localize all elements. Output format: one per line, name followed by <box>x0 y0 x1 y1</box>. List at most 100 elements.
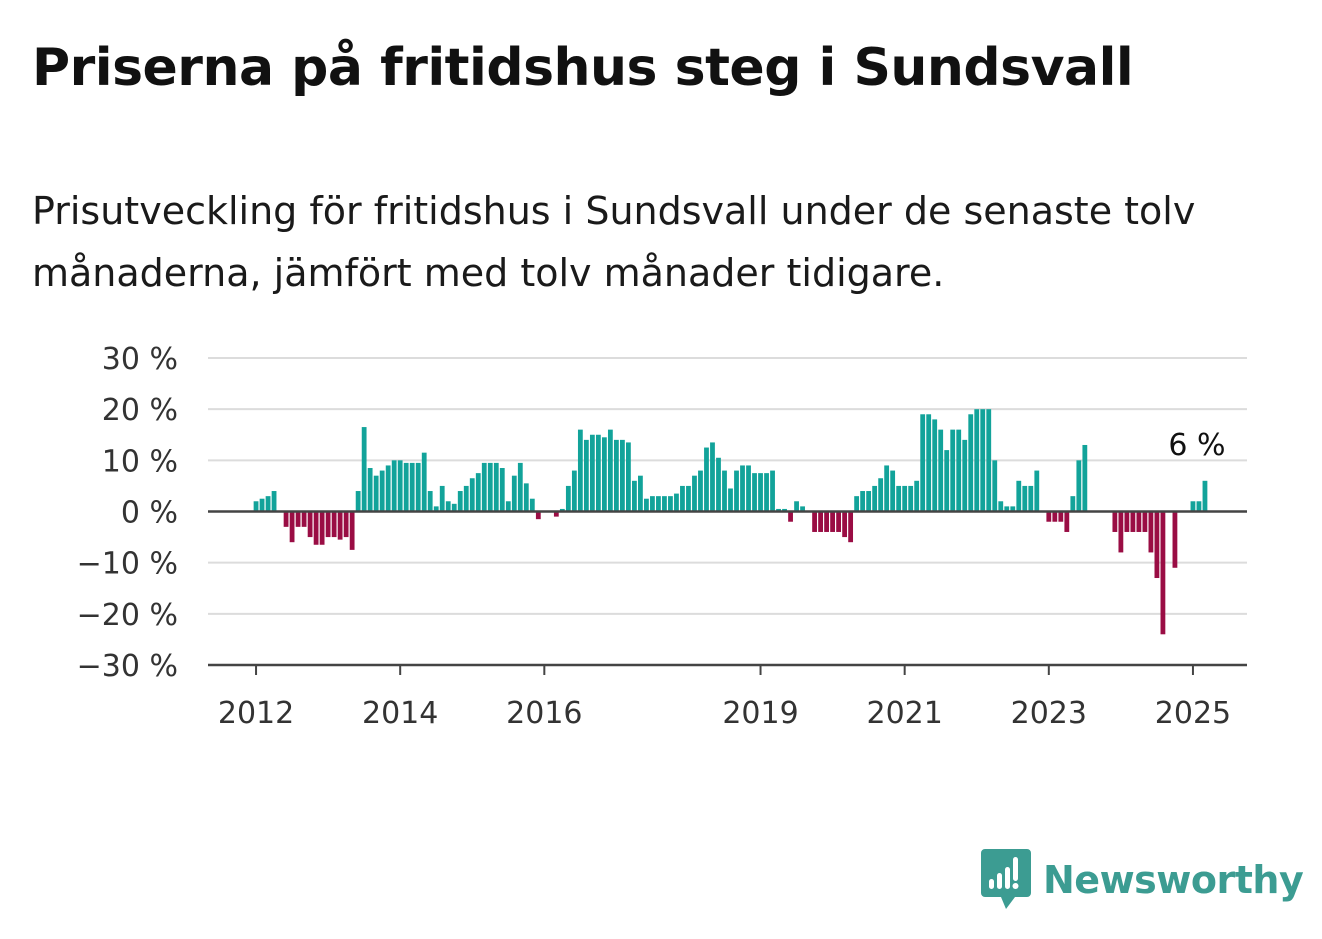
bar <box>1142 511 1148 532</box>
x-tick-label: 2023 <box>1011 696 1087 731</box>
bar <box>1022 485 1028 512</box>
bar <box>577 429 583 512</box>
y-tick-label: 0 % <box>121 496 178 531</box>
bar <box>836 511 841 532</box>
bar-chart: 30 %20 %10 %0 %−10 %−20 %−30 % 2012 2014 2… <box>77 342 1247 731</box>
bar <box>626 442 631 512</box>
bar <box>1064 511 1070 532</box>
bar <box>1130 511 1136 532</box>
bar <box>668 496 673 512</box>
bar <box>986 409 992 512</box>
bar <box>746 465 751 512</box>
bar <box>421 452 427 512</box>
bar <box>896 485 902 512</box>
bar <box>1076 460 1082 512</box>
bar <box>565 485 571 512</box>
bar <box>950 429 956 512</box>
bar <box>1196 501 1202 512</box>
bar <box>295 511 301 527</box>
bar <box>914 480 920 512</box>
bar <box>433 506 439 512</box>
bar <box>361 427 367 512</box>
bar <box>962 439 968 512</box>
bar <box>475 473 481 512</box>
bar <box>656 496 661 512</box>
bar <box>355 491 361 512</box>
bar <box>403 462 409 512</box>
bar <box>1016 480 1022 512</box>
bar <box>493 462 499 512</box>
bar <box>1046 511 1052 522</box>
bar <box>734 470 739 512</box>
bar <box>770 470 775 512</box>
bar <box>866 491 872 512</box>
bar <box>559 508 565 512</box>
bar <box>662 496 667 512</box>
newsworthy-logo-icon <box>981 849 1031 909</box>
bar <box>956 429 962 512</box>
bar <box>283 511 289 527</box>
x-tick-label: 2019 <box>722 696 798 731</box>
x-tick-label: 2025 <box>1155 696 1231 731</box>
x-tick-label: 2014 <box>362 696 438 731</box>
bar <box>607 429 613 512</box>
bar <box>1190 501 1196 512</box>
bar <box>373 475 379 512</box>
bar <box>535 511 541 520</box>
bar <box>427 491 433 512</box>
chart-title: Priserna på fritidshus steg i Sundsvall <box>32 38 1134 98</box>
bar <box>583 439 589 512</box>
bar <box>1202 480 1208 512</box>
bar <box>728 488 733 512</box>
bar <box>932 419 938 512</box>
bar <box>854 496 860 512</box>
bar <box>1148 511 1154 553</box>
y-tick-label: −10 % <box>77 547 178 582</box>
bar <box>980 409 986 512</box>
bar <box>944 450 950 512</box>
bar <box>824 511 829 532</box>
bar <box>758 473 763 512</box>
bar <box>842 511 848 538</box>
bar <box>499 468 505 512</box>
bar <box>379 470 385 512</box>
bar <box>343 511 349 538</box>
bar <box>253 501 259 512</box>
bar <box>1124 511 1130 532</box>
bar <box>301 511 307 527</box>
bar <box>1118 511 1124 553</box>
y-tick-label: 30 % <box>102 342 178 377</box>
bar <box>782 508 787 512</box>
bar <box>349 511 355 550</box>
bar <box>1052 511 1058 522</box>
bar <box>385 465 391 512</box>
bar <box>692 475 697 512</box>
bar <box>764 473 769 512</box>
bar <box>620 439 625 512</box>
bar <box>908 485 914 512</box>
bar <box>313 511 319 545</box>
bar <box>992 460 998 512</box>
bar <box>463 485 469 512</box>
bar <box>397 460 403 512</box>
bar <box>704 447 709 512</box>
bars <box>253 409 1208 635</box>
bar <box>517 462 523 512</box>
bar <box>337 511 343 540</box>
bar <box>968 414 974 512</box>
bar <box>788 511 793 522</box>
bar <box>674 493 679 512</box>
bar <box>998 501 1004 512</box>
bar <box>680 485 685 512</box>
y-tick-label: −20 % <box>77 598 178 633</box>
bar <box>1160 511 1166 635</box>
bar <box>487 462 493 512</box>
bar <box>722 470 727 512</box>
brand-logo: Newsworthy <box>981 849 1304 911</box>
bar <box>974 409 980 512</box>
bar <box>439 485 445 512</box>
gridlines <box>208 357 1247 615</box>
bar <box>1112 511 1118 532</box>
x-tick-label: 2021 <box>866 696 942 731</box>
bar <box>818 511 823 532</box>
